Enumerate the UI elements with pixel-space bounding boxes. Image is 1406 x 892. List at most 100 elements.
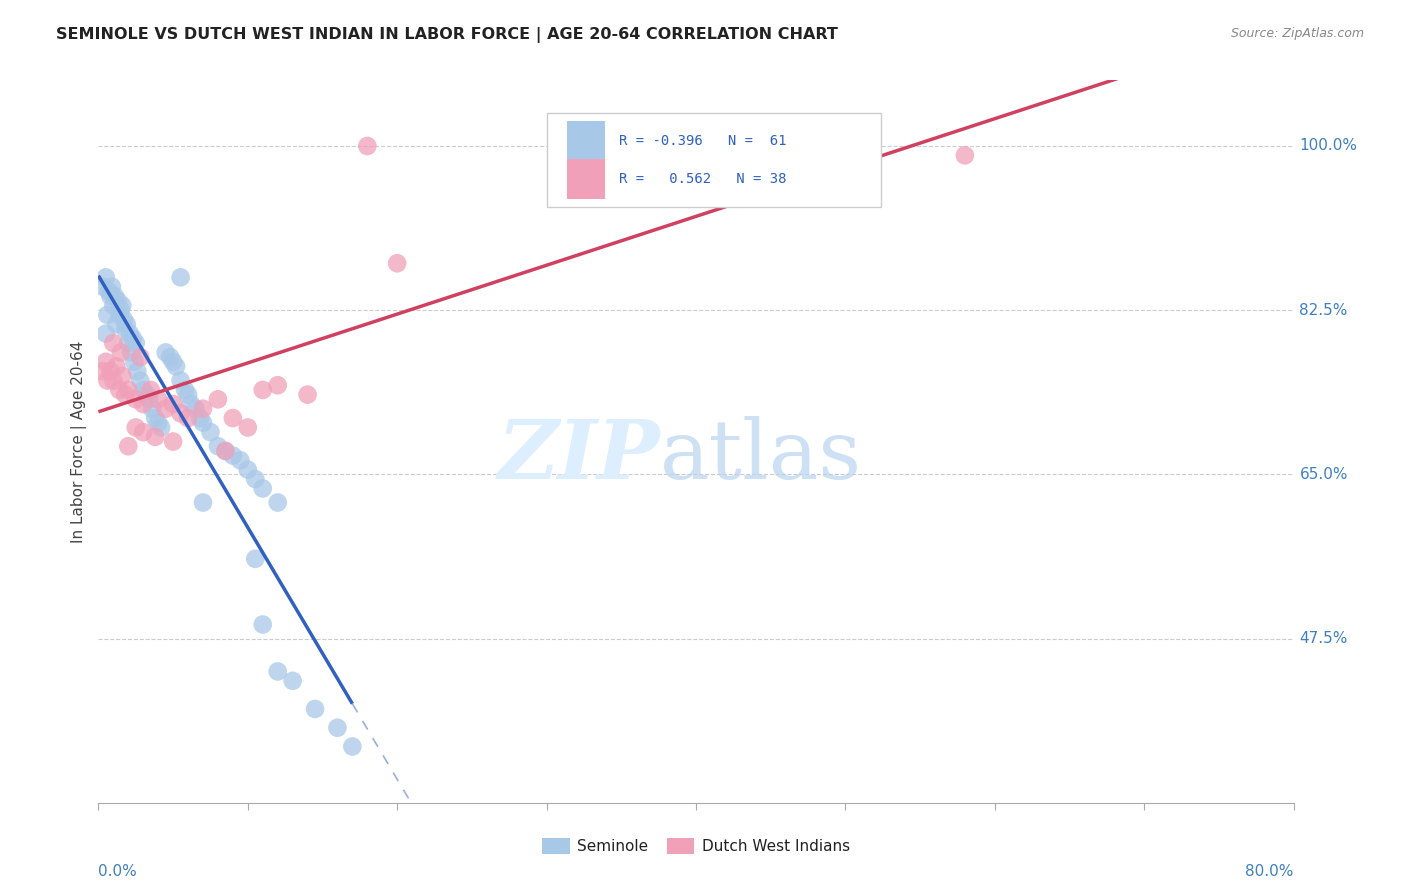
Text: SEMINOLE VS DUTCH WEST INDIAN IN LABOR FORCE | AGE 20-64 CORRELATION CHART: SEMINOLE VS DUTCH WEST INDIAN IN LABOR F… (56, 27, 838, 43)
Text: atlas: atlas (661, 416, 862, 496)
Text: R =   0.562   N = 38: R = 0.562 N = 38 (620, 172, 787, 186)
Point (132, 397, 155, 411)
Point (125, 336, 148, 351)
Point (110, 345, 132, 359)
Point (114, 387, 136, 401)
Point (105, 318, 128, 332)
Point (103, 336, 125, 351)
Point (165, 359, 187, 374)
Point (132, 425, 155, 439)
Point (143, 430, 166, 444)
Point (159, 350, 181, 364)
Point (267, 378, 290, 392)
Point (191, 495, 214, 509)
Point (174, 383, 197, 397)
Point (297, 387, 319, 401)
Text: ZIP: ZIP (498, 416, 661, 496)
Point (191, 401, 214, 416)
Text: Source: ZipAtlas.com: Source: ZipAtlas.com (1230, 27, 1364, 40)
Point (714, 158, 737, 172)
Point (326, 721, 349, 735)
Point (101, 279, 124, 293)
Point (143, 411, 166, 425)
Point (117, 383, 139, 397)
Point (124, 355, 146, 369)
Point (103, 374, 125, 388)
Point (141, 401, 163, 416)
Point (236, 420, 259, 434)
Point (129, 350, 152, 364)
Point (252, 383, 274, 397)
Point (236, 463, 259, 477)
Point (139, 383, 162, 397)
Text: 65.0%: 65.0% (1299, 467, 1348, 482)
Point (155, 345, 177, 359)
Text: 0.0%: 0.0% (98, 863, 138, 879)
Point (177, 411, 200, 425)
Point (200, 425, 222, 439)
Point (245, 472, 267, 486)
Point (111, 298, 134, 312)
Legend: Seminole, Dutch West Indians: Seminole, Dutch West Indians (536, 832, 856, 860)
Point (191, 416, 214, 430)
Point (222, 411, 245, 425)
Point (94, 326, 117, 341)
Point (112, 312, 135, 326)
Point (162, 355, 184, 369)
Point (138, 392, 160, 407)
FancyBboxPatch shape (567, 120, 605, 161)
Point (114, 322, 136, 336)
Text: 47.5%: 47.5% (1299, 632, 1348, 646)
Point (98, 289, 122, 303)
Point (111, 368, 134, 383)
Point (94, 355, 117, 369)
Point (117, 439, 139, 453)
Point (135, 387, 157, 401)
Point (125, 420, 148, 434)
Point (94, 270, 117, 285)
Point (162, 397, 184, 411)
Point (96, 308, 118, 322)
Point (127, 364, 149, 378)
Point (91, 364, 114, 378)
Point (184, 401, 207, 416)
Point (103, 298, 125, 312)
Point (98, 364, 122, 378)
FancyBboxPatch shape (567, 159, 605, 199)
Point (96, 374, 118, 388)
Point (129, 374, 152, 388)
Point (169, 270, 191, 285)
Point (108, 308, 131, 322)
Point (108, 383, 131, 397)
Point (148, 392, 170, 407)
Point (953, 148, 976, 162)
Text: 100.0%: 100.0% (1299, 138, 1358, 153)
Point (110, 303, 132, 318)
Point (91, 279, 114, 293)
Point (207, 392, 229, 407)
Point (222, 449, 245, 463)
Point (342, 739, 364, 754)
Point (121, 331, 143, 345)
Point (252, 617, 274, 632)
Point (169, 374, 191, 388)
Point (115, 318, 138, 332)
Point (252, 482, 274, 496)
FancyBboxPatch shape (547, 112, 882, 207)
Point (132, 383, 155, 397)
Text: 80.0%: 80.0% (1246, 863, 1294, 879)
Point (188, 411, 211, 425)
Point (117, 336, 139, 351)
Point (97, 285, 120, 299)
Point (118, 326, 141, 341)
Point (169, 406, 191, 420)
Point (120, 345, 142, 359)
Text: R = -0.396   N =  61: R = -0.396 N = 61 (620, 134, 787, 148)
Point (107, 293, 129, 308)
Point (104, 289, 127, 303)
Point (105, 359, 128, 374)
Y-axis label: In Labor Force | Age 20-64: In Labor Force | Age 20-64 (72, 341, 87, 542)
Point (281, 673, 304, 688)
Point (356, 139, 378, 153)
Point (162, 434, 184, 449)
